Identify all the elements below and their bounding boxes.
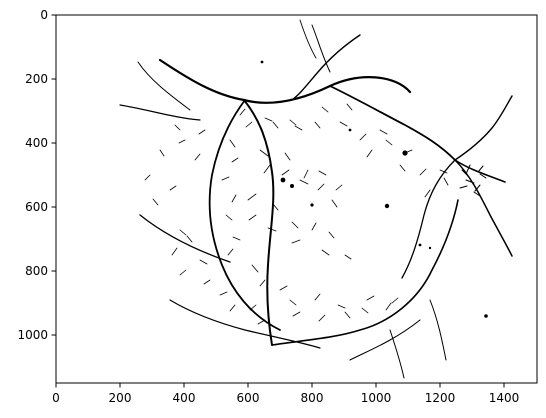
y-tick-label: 200: [25, 72, 48, 86]
x-tick-label: 1200: [425, 391, 456, 405]
y-tick-labels: 0 200 400 600 800 1000: [17, 8, 48, 342]
y-tick-label: 0: [40, 8, 48, 22]
x-tick-label: 0: [52, 391, 60, 405]
x-tick-labels: 0 200 400 600 800 1000 1200 1400: [52, 391, 519, 405]
y-tick-label: 1000: [17, 328, 48, 342]
vessel-segmentation-image: [119, 19, 513, 379]
x-tick-label: 200: [109, 391, 132, 405]
x-axis: [55, 383, 505, 388]
x-tick-label: 400: [173, 391, 196, 405]
y-tick-label: 600: [25, 200, 48, 214]
x-tick-label: 600: [237, 391, 260, 405]
x-tick-label: 1400: [489, 391, 520, 405]
axes-frame: [55, 14, 538, 384]
y-tick-label: 400: [25, 136, 48, 150]
image-area: [55, 14, 538, 384]
x-tick-label: 800: [301, 391, 324, 405]
x-tick-label: 1000: [361, 391, 392, 405]
y-axis: [51, 14, 56, 336]
y-tick-label: 800: [25, 264, 48, 278]
